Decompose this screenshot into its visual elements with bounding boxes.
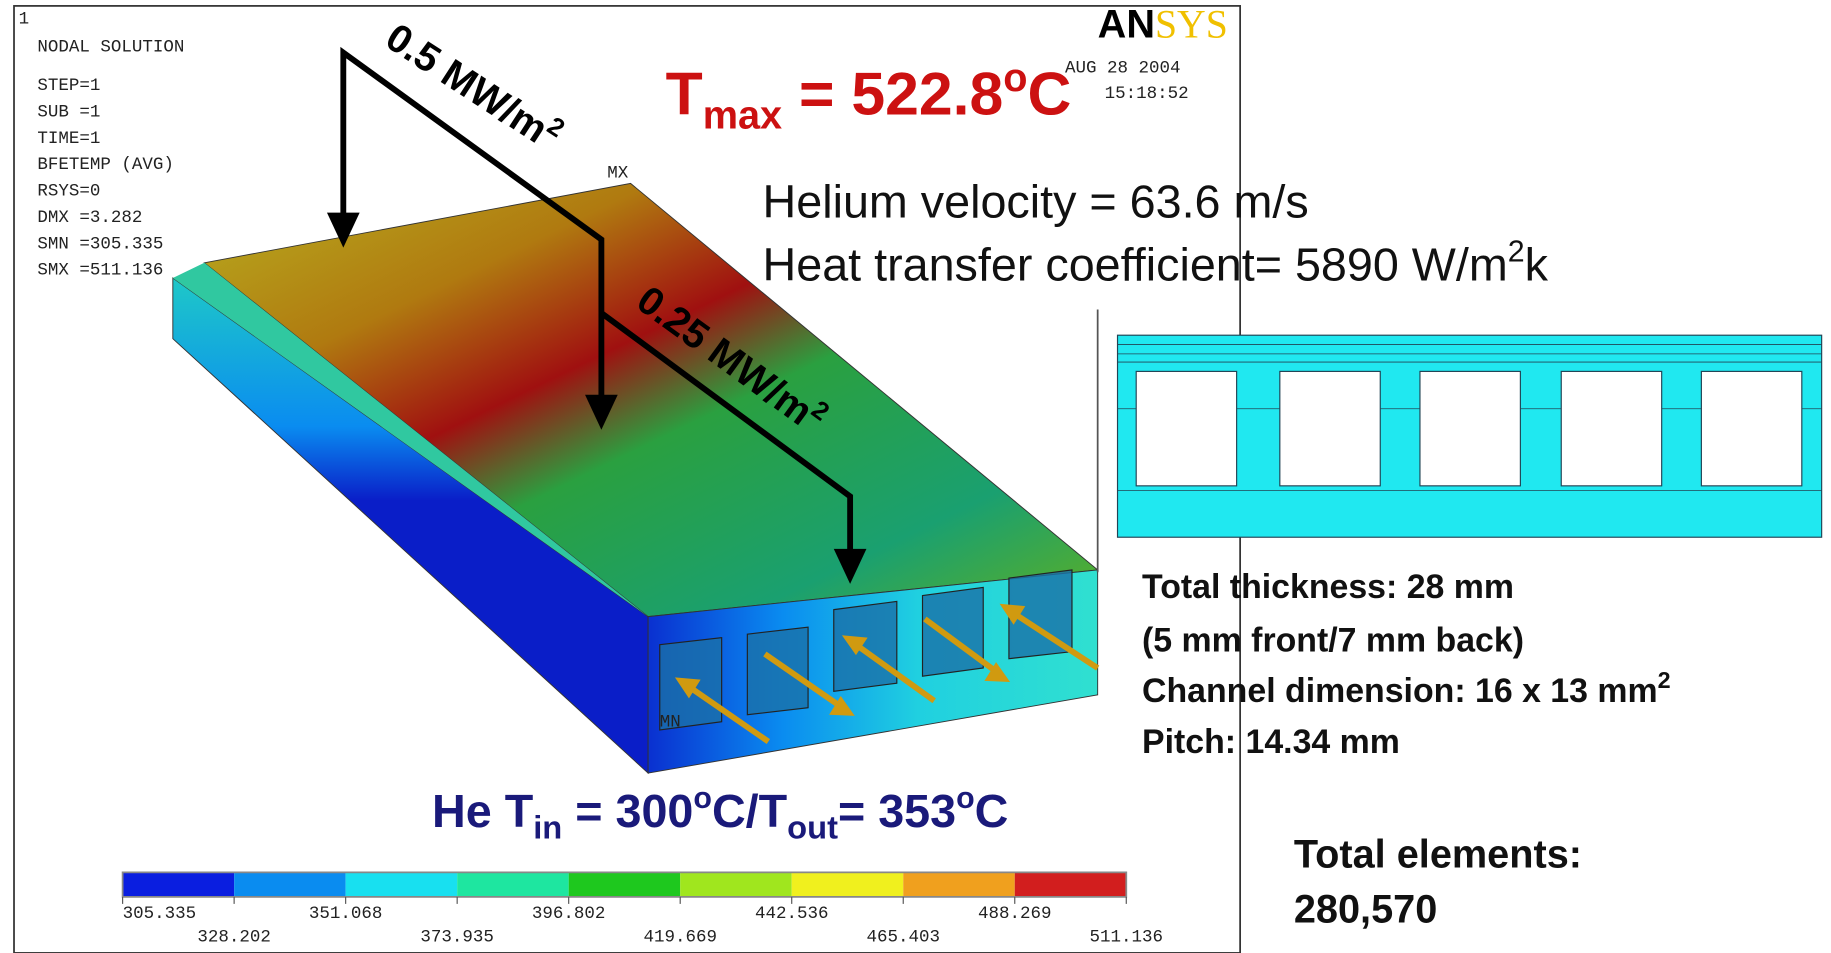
info-line: SMN =305.335 [37, 234, 163, 254]
htc: Heat transfer coefficient= 5890 W/m2k [763, 236, 1549, 291]
frame-number: 1 [19, 9, 30, 29]
info-line: NODAL SOLUTION [37, 37, 184, 57]
t: T [666, 60, 703, 128]
degree: o [1003, 56, 1027, 100]
legend-label: 419.669 [643, 927, 717, 947]
unit: C [975, 785, 1009, 837]
legend-swatch [346, 872, 458, 897]
unit: C [1028, 60, 1072, 128]
legend-swatch [123, 872, 235, 897]
legend-swatch [792, 872, 904, 897]
info-line: DMX =3.282 [37, 208, 142, 228]
legend-label: 305.335 [123, 904, 197, 924]
thickness: Total thickness: 28 mm [1142, 568, 1514, 606]
legend-label: 465.403 [866, 927, 940, 947]
value: = 353 [838, 785, 956, 837]
info-line: SMX =511.136 [37, 261, 163, 281]
legend-label: 351.068 [309, 904, 383, 924]
legend-label: 328.202 [197, 927, 271, 947]
legend-swatch [1015, 872, 1127, 897]
legend-label: 373.935 [420, 927, 494, 947]
front-back: (5 mm front/7 mm back) [1142, 622, 1524, 660]
pitch: Pitch: 14.34 mm [1142, 723, 1400, 761]
logo: ANSYS [1098, 2, 1228, 46]
channel [747, 627, 808, 715]
htc-end: k [1525, 238, 1549, 290]
channel [834, 601, 897, 691]
helium-velocity: Helium velocity = 63.6 m/s [763, 175, 1309, 227]
subscript: max [703, 94, 782, 138]
text: C/T [712, 785, 788, 837]
channel-text: Channel dimension: 16 x 13 mm [1142, 672, 1658, 710]
elements-label: Total elements: [1294, 833, 1582, 877]
legend-label: 442.536 [755, 904, 829, 924]
info-line: SUB =1 [37, 102, 100, 122]
mesh-channels [1136, 371, 1802, 485]
legend-swatch [234, 872, 346, 897]
legend-label: 511.136 [1090, 927, 1164, 947]
date: AUG 28 2004 [1065, 58, 1181, 78]
subscript: in [533, 808, 562, 845]
legend-swatch [903, 872, 1015, 897]
elements-count: 280,570 [1294, 888, 1437, 932]
superscript: 2 [1508, 236, 1525, 269]
mx-label: MX [607, 164, 629, 184]
mn-label: MN [660, 712, 681, 732]
mesh [1118, 335, 1822, 537]
he-temperatures: He Tin = 300oC/Tout= 353oC [432, 782, 1008, 845]
superscript: 2 [1658, 667, 1671, 693]
info-line: TIME=1 [37, 129, 100, 149]
logo-b: SYS [1155, 2, 1228, 46]
info-line: STEP=1 [37, 76, 100, 96]
value: = 522.8 [782, 60, 1003, 128]
logo-a: AN [1098, 2, 1155, 46]
info-line: BFETEMP (AVG) [37, 155, 174, 175]
info-line: RSYS=0 [37, 182, 100, 202]
legend-swatch [680, 872, 792, 897]
subscript: out [787, 808, 838, 845]
legend-swatch [457, 872, 569, 897]
channel-dimension: Channel dimension: 16 x 13 mm2 [1142, 667, 1671, 710]
legend-swatch [569, 872, 681, 897]
value: = 300 [562, 785, 693, 837]
slide: 1 NODAL SOLUTION STEP=1 SUB =1 TIME=1 BFETEM… [0, 0, 1831, 953]
htc-text: Heat transfer coefficient= 5890 W/m [763, 238, 1508, 290]
legend-label: 488.269 [978, 904, 1052, 924]
degree: o [693, 782, 712, 815]
channel [923, 587, 984, 676]
degree: o [956, 782, 975, 815]
time: 15:18:52 [1105, 84, 1189, 104]
t: He T [432, 785, 534, 837]
legend-label: 396.802 [532, 904, 606, 924]
